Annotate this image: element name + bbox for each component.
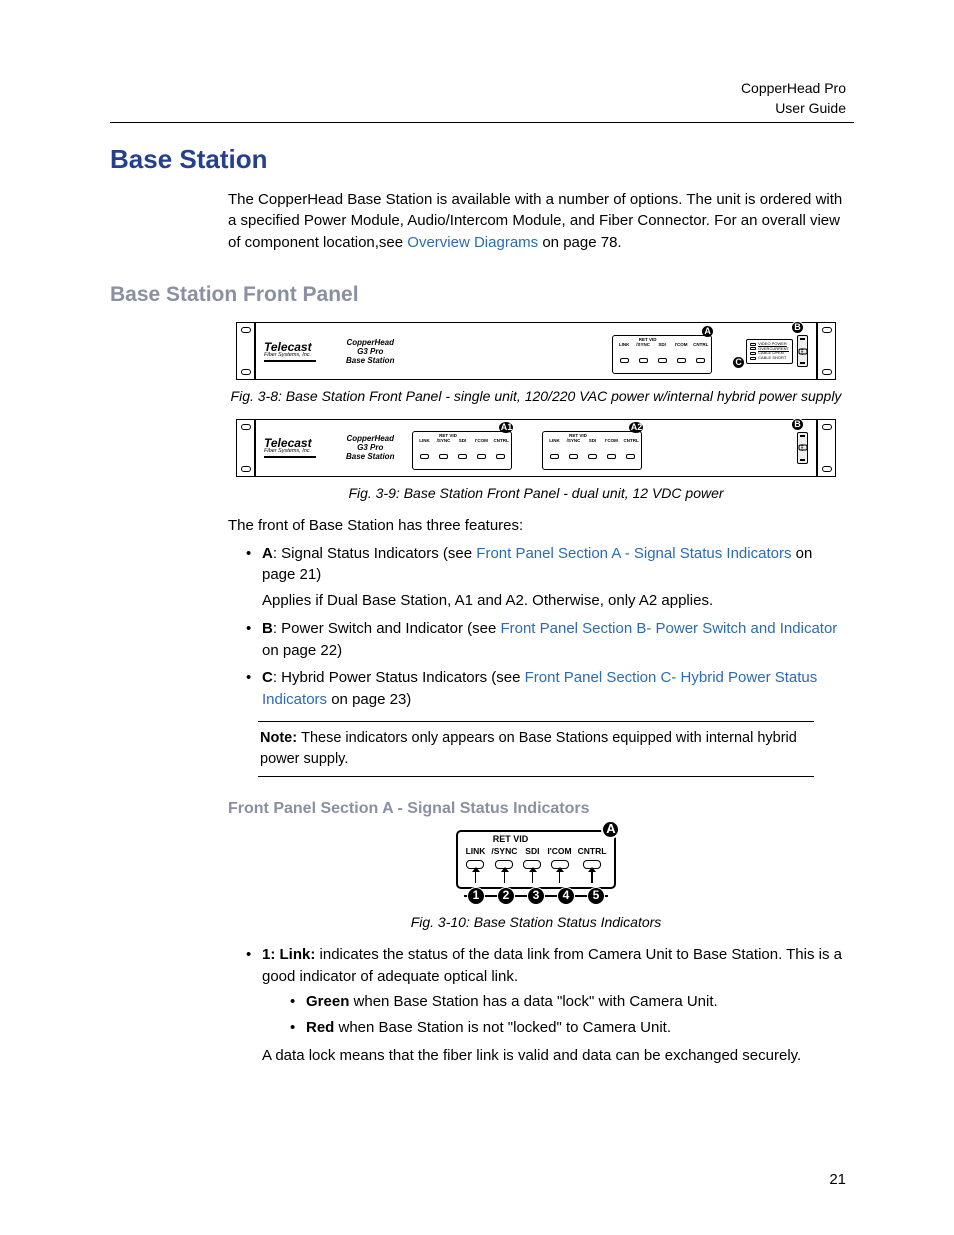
link-section-a[interactable]: Front Panel Section A - Signal Status In… [476, 545, 791, 562]
link-overview-diagrams[interactable]: Overview Diagrams [407, 234, 538, 251]
features-text: The front of Base Station has three feat… [228, 515, 844, 777]
page-number: 21 [829, 1169, 846, 1191]
p-data-lock: A data lock means that the fiber link is… [262, 1045, 844, 1067]
bullet-1-link: 1: Link: indicates the status of the dat… [246, 944, 844, 1067]
model-block: CopperHeadG3 ProBase Station [346, 338, 394, 366]
caption-3-8: Fig. 3-8: Base Station Front Panel - sin… [228, 386, 844, 406]
screw-col-right [817, 323, 835, 379]
fig-3-9-wrap: Telecast Fiber Systems, Inc. CopperHeadG… [228, 419, 844, 503]
sub-green: Green when Base Station has a data "lock… [290, 991, 844, 1013]
screw-col-left [237, 323, 255, 379]
fig-3-10-wrap: A RET VID LINK /SYNC SDI I'COM CNTRL 123… [228, 830, 844, 932]
power-switch-2: OFF [797, 432, 808, 464]
callout-b2: B [791, 418, 804, 431]
h1-base-station: Base Station [110, 141, 854, 179]
page-header: CopperHead Pro User Guide [741, 78, 846, 119]
sub-red: Red when Base Station is not "locked" to… [290, 1017, 844, 1039]
link-section-b[interactable]: Front Panel Section B- Power Switch and … [500, 620, 837, 637]
signal-block-a: A RET VID LINK/SYNCSDII'COMCNTRL [612, 335, 712, 374]
p-front-features: The front of Base Station has three feat… [228, 515, 844, 537]
panel-dual-unit: Telecast Fiber Systems, Inc. CopperHeadG… [236, 419, 836, 477]
fig-3-8-wrap: Telecast Fiber Systems, Inc. CopperHeadG… [228, 322, 844, 406]
power-switch: OFF [797, 335, 808, 367]
doc-type: User Guide [741, 98, 846, 118]
note-block: Note: These indicators only appears on B… [258, 721, 814, 777]
callout-detail-a: A [601, 820, 620, 839]
h2-front-panel: Base Station Front Panel [110, 280, 854, 310]
bullet-b: B: Power Switch and Indicator (see Front… [246, 618, 844, 662]
callout-b: B [791, 321, 804, 334]
callout-c: C [732, 356, 745, 369]
h3-section-a: Front Panel Section A - Signal Status In… [228, 797, 854, 820]
product-name: CopperHead Pro [741, 78, 846, 98]
power-block: B C VIDEO POWER OVERCURRENT CABLE OPEN C… [746, 335, 808, 367]
brand-block: Telecast Fiber Systems, Inc. [264, 341, 316, 363]
panel-single-unit: Telecast Fiber Systems, Inc. CopperHeadG… [236, 322, 836, 380]
header-rule [110, 122, 854, 123]
bullet-c: C: Hybrid Power Status Indicators (see F… [246, 667, 844, 711]
indicator-desc: 1: Link: indicates the status of the dat… [228, 944, 844, 1067]
caption-3-9: Fig. 3-9: Base Station Front Panel - dua… [228, 483, 844, 503]
caption-3-10: Fig. 3-10: Base Station Status Indicator… [228, 912, 844, 932]
intro-paragraph: The CopperHead Base Station is available… [228, 189, 844, 254]
bullet-a: A: Signal Status Indicators (see Front P… [246, 543, 844, 612]
